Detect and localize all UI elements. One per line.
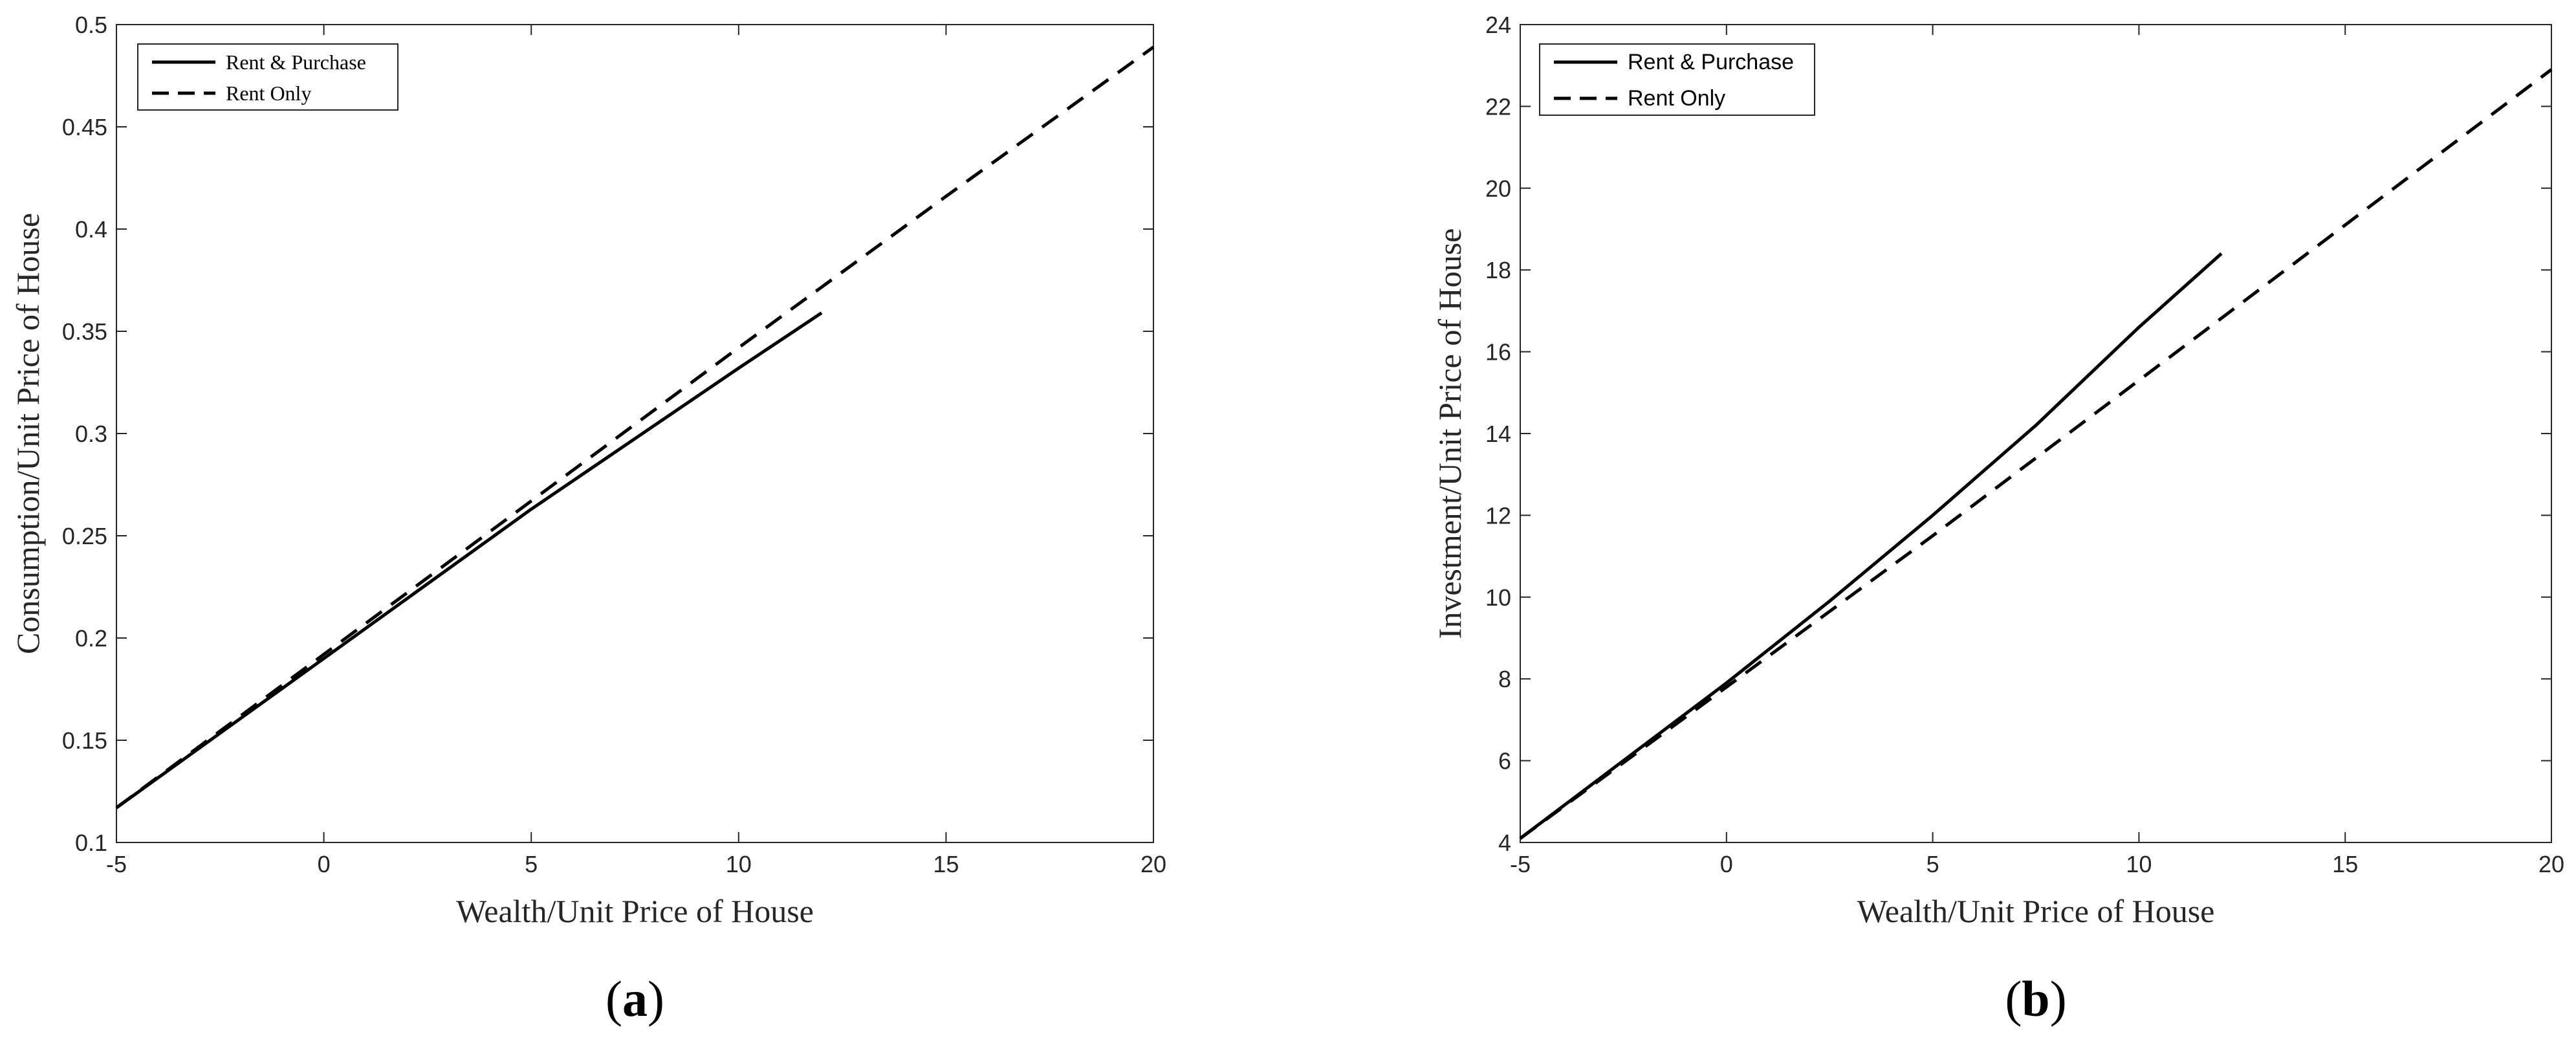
plot-frame bbox=[1520, 24, 2552, 843]
x-tick-label: 10 bbox=[726, 851, 752, 877]
x-tick-label: 20 bbox=[1141, 851, 1166, 877]
x-axis-label: Wealth/Unit Price of House bbox=[456, 893, 814, 929]
y-tick-label: 20 bbox=[1485, 175, 1511, 202]
y-tick-label: 0.4 bbox=[75, 216, 107, 243]
panel-label: (a) bbox=[606, 971, 664, 1027]
legend-entry-label: Rent & Purchase bbox=[1628, 50, 1794, 74]
y-tick-label: 24 bbox=[1485, 12, 1511, 38]
series-line-rent-and-purchase bbox=[1519, 252, 2223, 840]
plot-frame bbox=[116, 24, 1154, 843]
panel-label: (b) bbox=[2005, 971, 2066, 1027]
y-tick-label: 0.15 bbox=[62, 727, 107, 754]
y-tick-label: 0.25 bbox=[62, 523, 107, 549]
x-axis-label: Wealth/Unit Price of House bbox=[1857, 893, 2215, 929]
y-tick-label: 14 bbox=[1485, 421, 1511, 447]
y-tick-label: 18 bbox=[1485, 257, 1511, 283]
chart-panel-a: -5 0 5 10 15 20 0.1 0.15 0.2 0.25 0.3 0.35 0.4 0.45 0.… bbox=[10, 12, 1166, 1027]
series-line-rent-and-purchase bbox=[115, 311, 823, 809]
y-axis-label: Consumption/Unit Price of House bbox=[10, 213, 46, 654]
y-tick-label: 0.45 bbox=[62, 114, 107, 140]
legend-entry-label: Rent & Purchase bbox=[226, 50, 366, 74]
x-tick-label: 15 bbox=[2332, 851, 2358, 877]
x-tick-label: -5 bbox=[1510, 851, 1531, 877]
series-line-rent-only bbox=[1519, 68, 2553, 840]
x-tick-label: 5 bbox=[1927, 851, 1939, 877]
y-tick-label: 4 bbox=[1498, 830, 1511, 856]
legend-entry-label: Rent Only bbox=[1628, 86, 1725, 111]
x-tick-label: 20 bbox=[2538, 851, 2564, 877]
y-tick-label: 6 bbox=[1498, 748, 1511, 775]
y-tick-label: 10 bbox=[1485, 584, 1511, 611]
y-tick-label: 22 bbox=[1485, 93, 1511, 120]
x-tick-label: -5 bbox=[106, 851, 127, 877]
legend-box bbox=[137, 43, 398, 111]
x-tick-label: 15 bbox=[933, 851, 959, 877]
x-tick-label: 10 bbox=[2126, 851, 2152, 877]
y-tick-label: 0.2 bbox=[75, 625, 107, 652]
series-line-rent-only bbox=[115, 45, 1155, 809]
y-tick-label: 0.5 bbox=[75, 12, 107, 38]
y-tick-label: 8 bbox=[1498, 666, 1511, 692]
y-tick-label: 12 bbox=[1485, 502, 1511, 529]
y-tick-label: 0.3 bbox=[75, 421, 107, 447]
legend-entry-label: Rent Only bbox=[226, 82, 311, 105]
legend: Rent & Purchase Rent Only bbox=[137, 43, 398, 111]
legend-box bbox=[1539, 43, 1815, 116]
chart-panel-b: -5 0 5 10 15 20 4 6 8 10 12 14 16 18 20 22 24 Wealth/Unit… bbox=[1432, 12, 2564, 1027]
y-tick-label: 0.35 bbox=[62, 318, 107, 345]
x-tick-label: 0 bbox=[1720, 851, 1733, 877]
legend: Rent & Purchase Rent Only bbox=[1539, 43, 1815, 116]
y-tick-label: 0.1 bbox=[75, 830, 107, 856]
y-tick-label: 16 bbox=[1485, 339, 1511, 366]
x-tick-label: 5 bbox=[525, 851, 538, 877]
y-axis-label: Investment/Unit Price of House bbox=[1432, 228, 1468, 639]
x-tick-label: 0 bbox=[318, 851, 331, 877]
